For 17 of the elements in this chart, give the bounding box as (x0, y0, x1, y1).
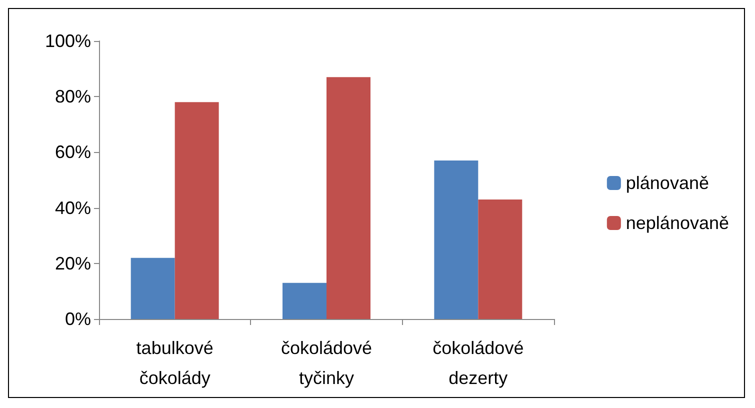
bar (130, 258, 175, 319)
y-tick-label: 80% (54, 86, 91, 107)
y-tick-label: 0% (64, 309, 91, 329)
y-tick-label: 60% (54, 142, 91, 162)
bar (174, 102, 219, 319)
legend-label: plánovaně (626, 173, 709, 193)
y-tick-label: 40% (54, 198, 91, 218)
y-tick-label: 20% (54, 253, 91, 274)
bar (478, 199, 522, 319)
bar (282, 282, 326, 319)
bar (434, 160, 478, 319)
legend-label: neplánovaně (626, 213, 730, 233)
x-tick-label: čokoládové tyčinky (280, 338, 372, 388)
y-tick-label: 100% (44, 31, 91, 51)
x-tick-label: tabulkové čokolády (136, 338, 214, 388)
x-tick-label: čokoládové dezerty (432, 338, 524, 388)
bar (326, 77, 370, 319)
